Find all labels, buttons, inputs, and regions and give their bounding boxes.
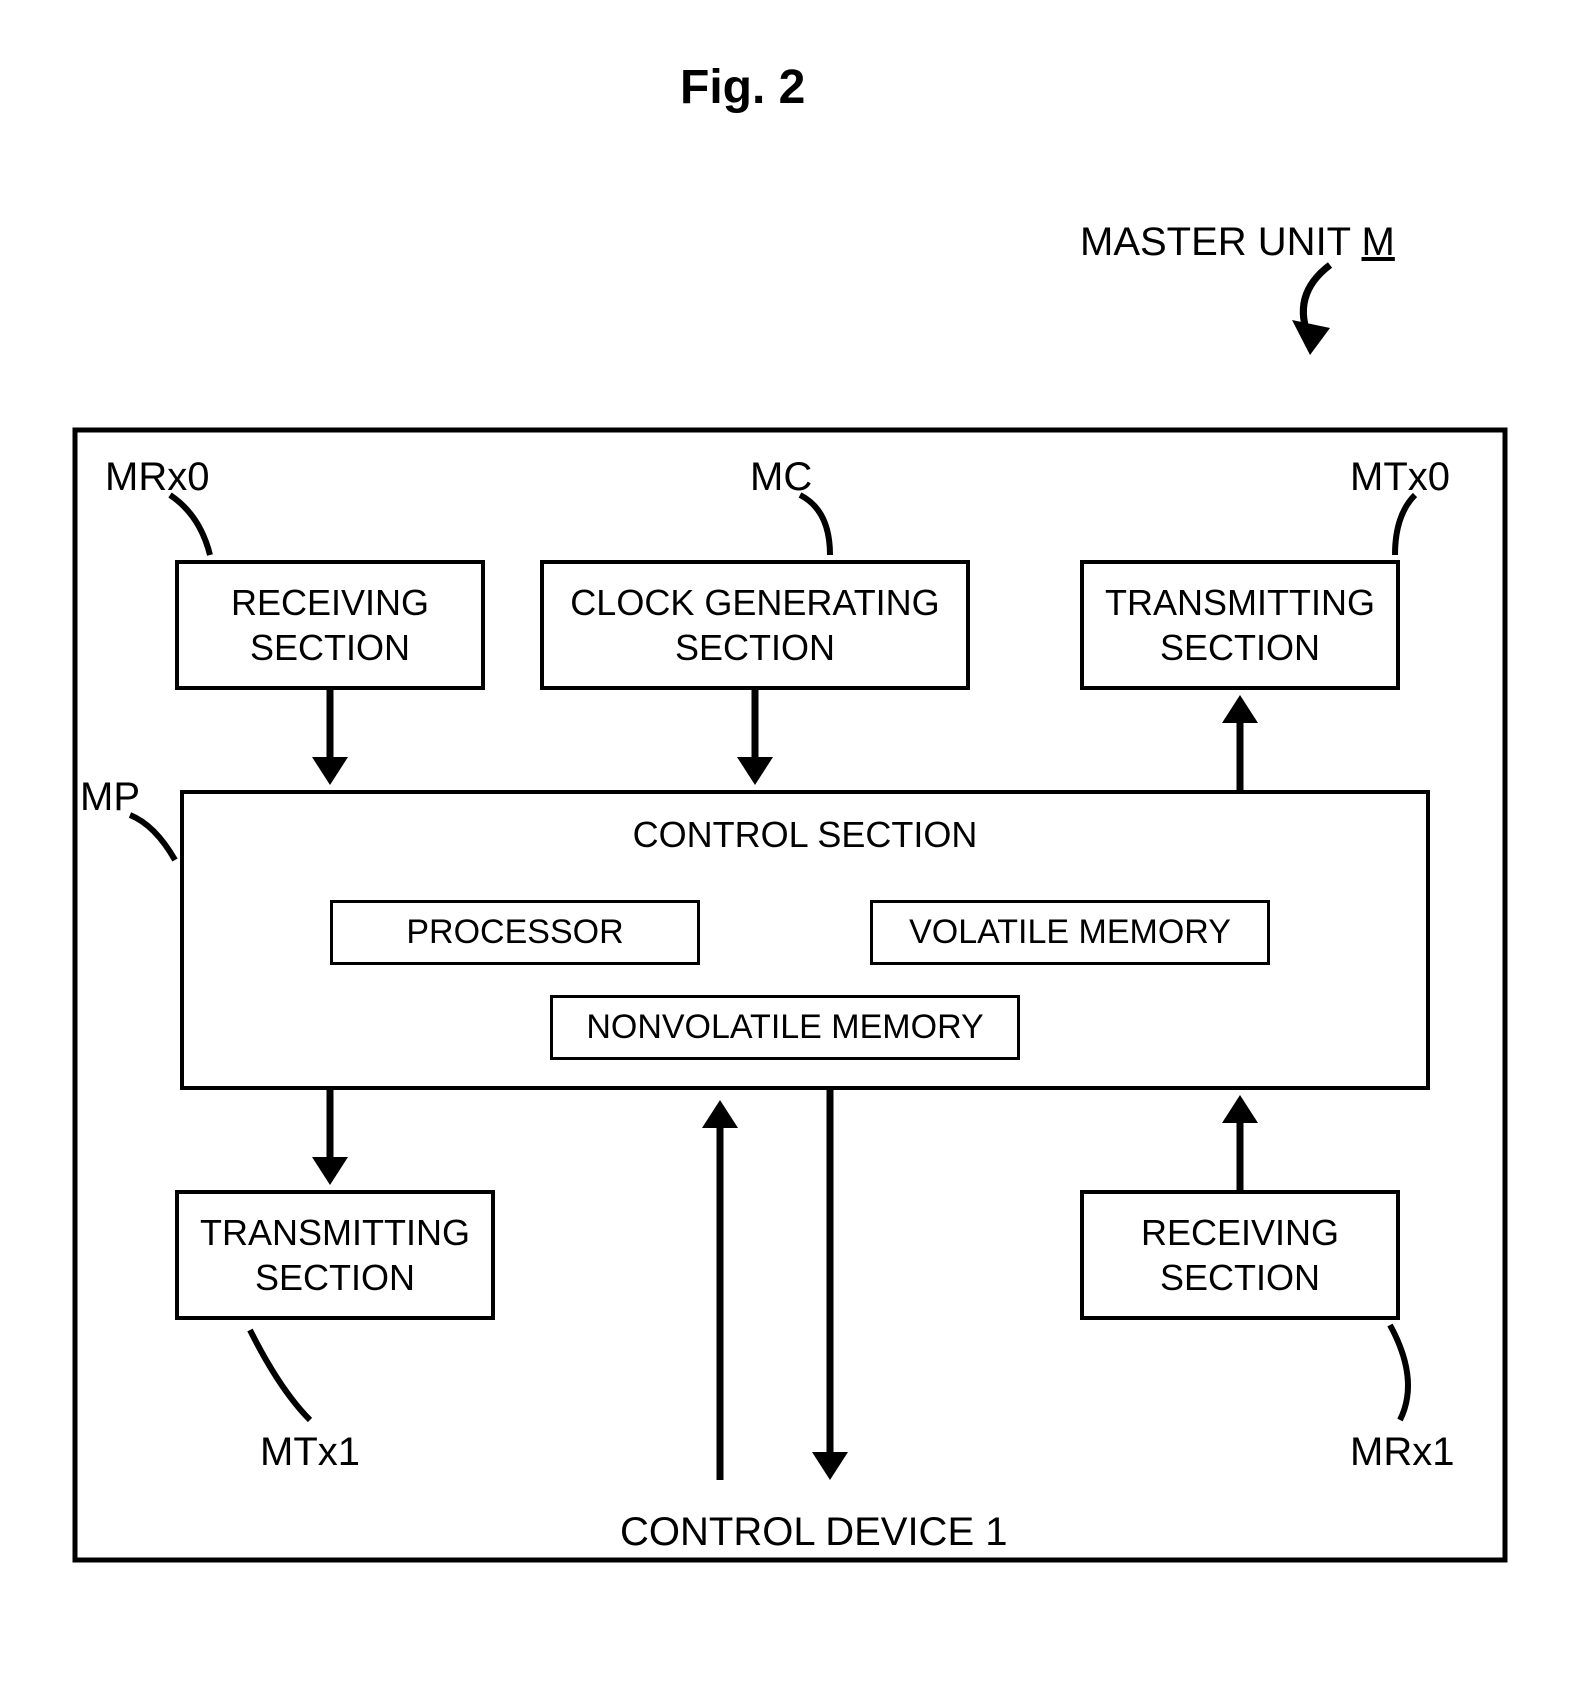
master-unit-letter: M (1362, 220, 1395, 264)
processor-text: PROCESSOR (406, 913, 623, 952)
box-clock-l1: CLOCK GENERATING (570, 582, 939, 623)
label-mc: MC (750, 455, 812, 500)
label-mp: MP (80, 775, 140, 820)
box-rx-bot-l2: SECTION (1160, 1257, 1320, 1298)
figure-title: Fig. 2 (680, 60, 805, 115)
box-rx-bot-l1: RECEIVING (1141, 1212, 1339, 1253)
box-tx-bot-l1: TRANSMITTING (200, 1212, 470, 1253)
master-unit-text: MASTER UNIT (1080, 220, 1362, 264)
nonvolatile-text: NONVOLATILE MEMORY (586, 1008, 983, 1047)
squiggle-mc (800, 495, 830, 555)
label-mtx1: MTx1 (260, 1430, 360, 1475)
box-transmitting-top: TRANSMITTING SECTION (1080, 560, 1400, 690)
box-volatile: VOLATILE MEMORY (870, 900, 1270, 965)
box-tx-bot-l2: SECTION (255, 1257, 415, 1298)
label-control-device: CONTROL DEVICE 1 (620, 1510, 1007, 1555)
control-section-title: CONTROL SECTION (633, 812, 978, 857)
label-mrx1: MRx1 (1350, 1430, 1454, 1475)
box-transmitting-bot: TRANSMITTING SECTION (175, 1190, 495, 1320)
box-clock-l2: SECTION (675, 627, 835, 668)
box-processor: PROCESSOR (330, 900, 700, 965)
squiggle-mrx0 (170, 495, 210, 555)
label-mtx0: MTx0 (1350, 455, 1450, 500)
box-receiving-top-l1: RECEIVING (231, 582, 429, 623)
master-unit-label: MASTER UNIT M (1080, 220, 1395, 265)
squiggle-mp (130, 815, 175, 860)
box-receiving-top-l2: SECTION (250, 627, 410, 668)
squiggle-mtx0 (1395, 495, 1415, 555)
master-pointer (1292, 265, 1330, 355)
diagram-canvas: Fig. 2 MASTER UNIT M MRx0 MC MTx0 MP MTx… (0, 0, 1573, 1697)
box-nonvolatile: NONVOLATILE MEMORY (550, 995, 1020, 1060)
box-clock: CLOCK GENERATING SECTION (540, 560, 970, 690)
box-receiving-top: RECEIVING SECTION (175, 560, 485, 690)
label-mrx0: MRx0 (105, 455, 209, 500)
box-tx-top-l2: SECTION (1160, 627, 1320, 668)
volatile-text: VOLATILE MEMORY (909, 913, 1231, 952)
squiggle-mtx1 (250, 1330, 310, 1420)
box-receiving-bot: RECEIVING SECTION (1080, 1190, 1400, 1320)
box-tx-top-l1: TRANSMITTING (1105, 582, 1375, 623)
squiggle-mrx1 (1390, 1325, 1408, 1420)
